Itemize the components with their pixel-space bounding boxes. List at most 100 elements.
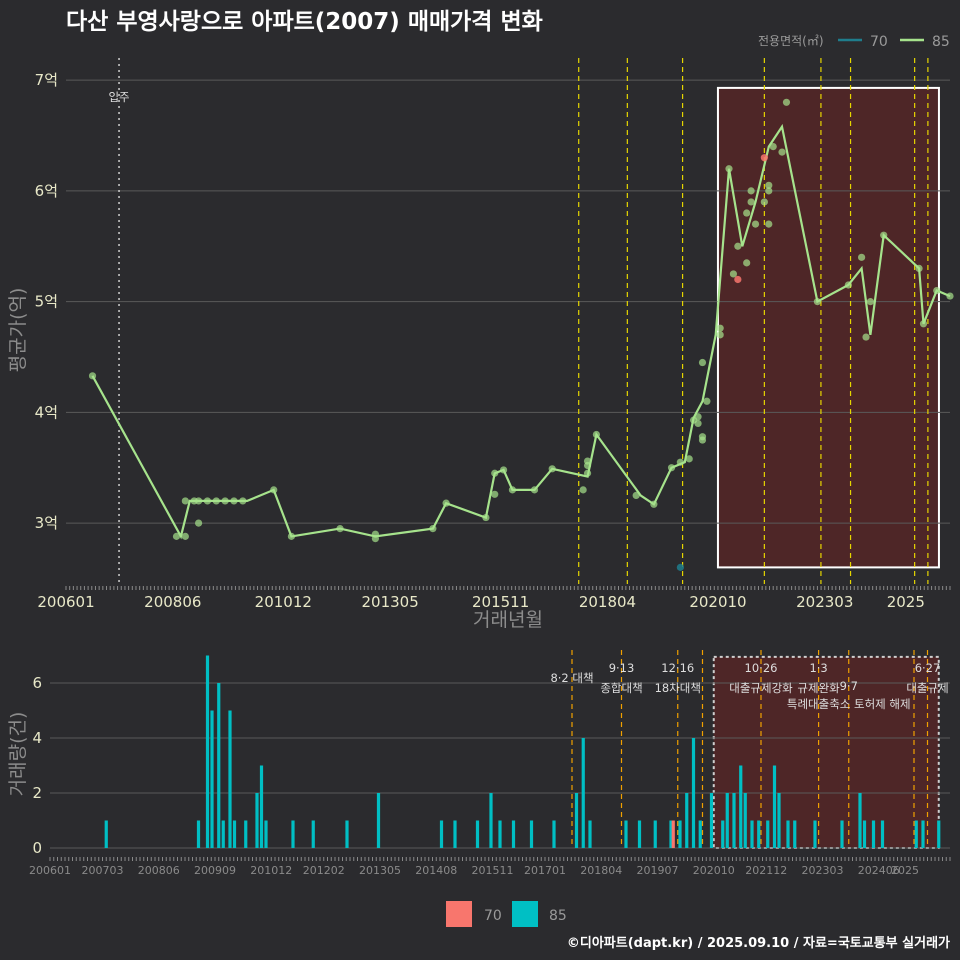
series-85-point: [491, 469, 499, 477]
series-85-point: [667, 464, 676, 472]
bar-85: [813, 820, 817, 848]
x-tick-label: 2025: [887, 593, 925, 611]
y-tick-label: 5억: [35, 293, 58, 311]
bar-85: [698, 820, 702, 848]
x-tick-label: 201804: [580, 864, 622, 877]
bar-85: [772, 765, 777, 848]
policy-label: 10·26: [745, 661, 778, 675]
series-85-point: [734, 242, 742, 250]
series-85-point: [442, 499, 450, 507]
series-85-point: [181, 497, 189, 505]
bar-85: [475, 820, 480, 848]
y-tick-label: 6: [32, 674, 42, 692]
series-85-point: [844, 281, 852, 289]
bar-85: [196, 820, 201, 848]
bar-85: [732, 793, 736, 848]
legend-label-85: 85: [932, 34, 950, 50]
series-85-point: [239, 497, 247, 505]
bar-85: [637, 820, 642, 848]
policy-label: 대출규제: [906, 681, 948, 695]
series-85-point: [880, 231, 888, 239]
x-tick-label: 202303: [796, 593, 853, 611]
bar-85: [259, 765, 264, 848]
x-tick-label: 201202: [303, 864, 345, 877]
bottom-legend: 70 85: [446, 901, 567, 927]
series-85-point: [583, 469, 592, 477]
series-85-point: [747, 187, 755, 195]
bar-85: [453, 820, 457, 848]
bar-85: [678, 820, 682, 848]
series-85-point: [270, 486, 278, 494]
bar-85: [581, 738, 585, 848]
policy-label: 9·7: [840, 679, 858, 693]
policy-label: 특례대출축소 토허제 해제: [787, 697, 911, 711]
series-85-point: [729, 270, 738, 278]
policy-label: 종합대책: [600, 681, 642, 695]
bar-85: [552, 820, 556, 848]
series-85-point: [760, 198, 768, 206]
series-85-point: [915, 264, 923, 272]
bar-85: [588, 820, 592, 848]
top-x-axis-title: 거래년월: [473, 609, 543, 631]
bar-85: [777, 793, 781, 848]
series-85-point: [858, 253, 866, 261]
y-tick-label: 4억: [35, 403, 58, 421]
bar-85: [511, 820, 516, 848]
x-tick-label: 201305: [362, 593, 419, 611]
credit-text: ©디아파트(dapt.kr) / 2025.09.10 / 자료=국토교통부 실…: [567, 935, 950, 951]
bar-85: [739, 765, 743, 848]
bar-85: [376, 793, 381, 848]
policy-label: 6·27: [915, 661, 941, 675]
bar-85: [104, 820, 108, 848]
series-85-point: [429, 525, 437, 533]
bar-85: [914, 820, 918, 848]
bar-85: [840, 820, 844, 848]
y-tick-label: 2: [32, 784, 42, 802]
highlight-box: [716, 86, 940, 569]
x-tick-label: 202010: [689, 593, 746, 611]
series-85-point: [919, 320, 928, 328]
x-tick-label: 200601: [37, 593, 94, 611]
x-tick-label: 200703: [82, 864, 124, 877]
bar-85: [574, 793, 579, 848]
series-85-point: [751, 220, 760, 228]
bar-85: [439, 820, 444, 848]
bottom-legend-label-85: 85: [549, 908, 567, 924]
series-85-point: [778, 148, 786, 156]
x-tick-label: 201305: [359, 864, 401, 877]
series-85-point: [694, 419, 702, 428]
legend-swatch-70: [446, 901, 472, 927]
bar-85: [232, 820, 237, 848]
series-85-point: [530, 486, 539, 494]
bar-85: [264, 820, 268, 848]
bar-85: [793, 820, 797, 848]
series-85-point: [698, 358, 707, 367]
bar-85: [221, 820, 225, 848]
series-85-point: [743, 259, 751, 267]
series-85-point: [946, 292, 954, 300]
volume-chart: 0 2 4 6 200601 200703 200806 200909 201012 201202…: [29, 650, 951, 877]
series-85-point: [583, 457, 592, 465]
series-85-point: [747, 198, 755, 206]
bar-85: [862, 820, 867, 848]
bar-85: [937, 820, 941, 848]
series-85-point: [716, 331, 724, 339]
series-85-point: [195, 519, 203, 527]
series-85-point: [336, 525, 344, 533]
series-85-point: [769, 142, 777, 151]
legend-label-70: 70: [870, 34, 888, 50]
series-85-point: [172, 532, 181, 540]
x-tick-label: 201012: [255, 593, 312, 611]
bar-85: [345, 820, 349, 848]
series-85-point: [482, 513, 490, 522]
policy-label: 12·16: [661, 661, 694, 675]
series-85-point: [782, 98, 791, 106]
series-85-point: [508, 486, 517, 494]
bar-85: [921, 820, 925, 848]
bar-85: [228, 710, 232, 848]
series-85-point: [491, 490, 499, 498]
y-tick-label: 3억: [35, 514, 58, 532]
series-70-point: [760, 154, 768, 162]
